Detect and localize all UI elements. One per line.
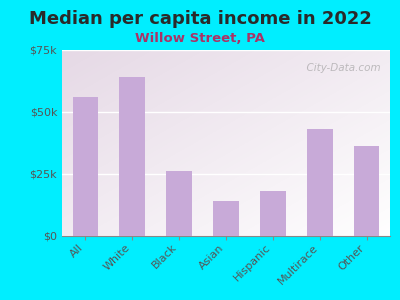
Bar: [120, 77, 145, 236]
Bar: [260, 191, 286, 236]
Text: Willow Street, PA: Willow Street, PA: [135, 32, 265, 44]
Bar: [72, 97, 98, 236]
Bar: [354, 146, 380, 236]
Bar: [307, 129, 332, 236]
Text: City-Data.com: City-Data.com: [300, 62, 380, 73]
Bar: [213, 201, 239, 236]
Text: Median per capita income in 2022: Median per capita income in 2022: [28, 11, 372, 28]
Bar: [166, 171, 192, 236]
